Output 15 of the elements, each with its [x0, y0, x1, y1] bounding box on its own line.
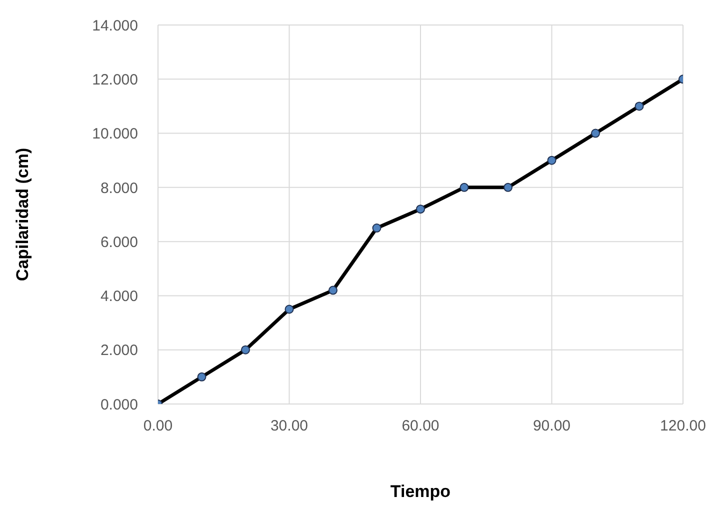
x-tick-label: 90.00 [532, 418, 571, 435]
x-axis-title: Tiempo [390, 482, 451, 501]
y-tick-label: 14.000 [92, 17, 138, 34]
y-axis-title: Capilaridad (cm) [13, 148, 32, 282]
x-tick-label: 120.00 [660, 418, 706, 435]
y-tick-label: 8.000 [100, 180, 138, 197]
x-tick-label: 0.00 [143, 418, 173, 435]
y-tick-label: 2.000 [100, 342, 138, 360]
y-tick-label: 6.000 [100, 234, 138, 251]
x-tick-label: 60.00 [402, 418, 440, 435]
x-tick-label: 30.00 [270, 418, 308, 435]
y-tick-label: 12.000 [92, 71, 138, 88]
y-tick-label: 4.000 [100, 288, 138, 306]
y-tick-label: 10.000 [92, 126, 138, 143]
y-tick-label: 0.000 [100, 396, 138, 414]
